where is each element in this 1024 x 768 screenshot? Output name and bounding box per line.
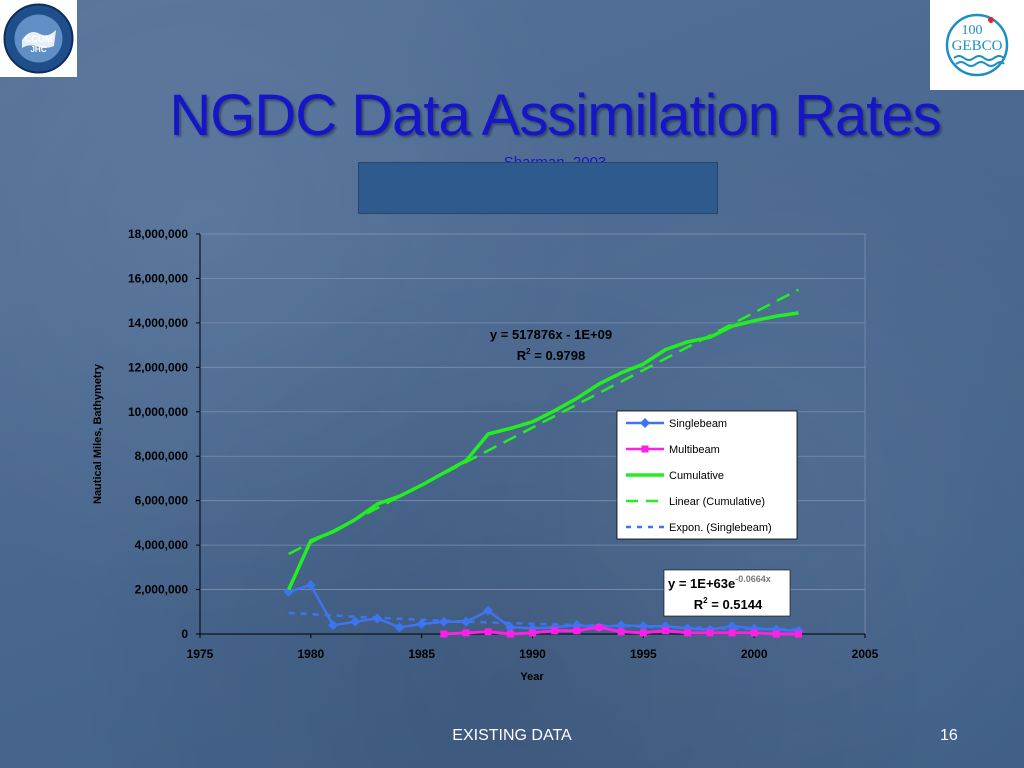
series bbox=[283, 288, 804, 638]
legend-label-singlebeam: Singlebeam bbox=[669, 418, 727, 430]
data-point-multibeam bbox=[795, 630, 802, 638]
data-point-multibeam bbox=[728, 629, 736, 637]
ccom-jhc-logo: CCOM JHC bbox=[0, 0, 77, 77]
annotation-linear-equation: y = 517876x - 1E+09 bbox=[490, 327, 612, 342]
annotation-exponential-equation: y = 1E+63e-0.0664x bbox=[668, 574, 771, 591]
legend-marker-singlebeam bbox=[640, 418, 650, 428]
data-point-multibeam bbox=[750, 629, 758, 637]
decorative-box bbox=[358, 162, 718, 214]
data-point-multibeam bbox=[484, 628, 492, 636]
series-line-linear-cumulative bbox=[288, 288, 800, 556]
annotation-linear-r2-prefix: R bbox=[517, 348, 527, 363]
data-point-singlebeam bbox=[483, 605, 494, 616]
data-point-multibeam bbox=[617, 628, 625, 636]
page-title: NGDC Data Assimilation Rates bbox=[169, 83, 941, 148]
data-point-multibeam bbox=[506, 630, 514, 638]
legend-marker-multibeam bbox=[641, 445, 649, 453]
y-tick-label: 18,000,000 bbox=[128, 227, 188, 241]
x-tick-label: 2005 bbox=[852, 647, 879, 661]
x-ticks: 1975 1980 1985 1990 1995 2000 2005 bbox=[187, 634, 879, 661]
data-point-multibeam bbox=[662, 627, 669, 635]
y-tick-label: 12,000,000 bbox=[128, 360, 188, 374]
gebco-number: 100 bbox=[962, 23, 983, 38]
x-tick-label: 1975 bbox=[187, 647, 214, 661]
legend: Singlebeam Multibeam Cumulative Linear (Cum… bbox=[616, 410, 798, 540]
x-tick-label: 1985 bbox=[408, 647, 435, 661]
gebco-logo: 100 GEBCO bbox=[930, 0, 1024, 90]
annotation-exponential-r2-prefix: R bbox=[694, 597, 704, 612]
data-point-singlebeam bbox=[505, 622, 516, 633]
data-point-multibeam bbox=[529, 629, 536, 637]
data-point-singlebeam bbox=[372, 613, 383, 624]
annotation-exponential-r2-value: = 0.5144 bbox=[708, 597, 763, 612]
data-point-multibeam bbox=[772, 630, 780, 638]
data-point-singlebeam bbox=[416, 619, 427, 629]
data-point-multibeam bbox=[706, 629, 714, 637]
gebco-seal-icon: 100 GEBCO bbox=[945, 13, 1009, 77]
data-point-singlebeam bbox=[638, 621, 649, 632]
x-axis-label: Year bbox=[520, 671, 544, 683]
y-tick-label: 8,000,000 bbox=[135, 449, 189, 463]
data-point-singlebeam bbox=[394, 622, 405, 633]
page-number: 16 bbox=[940, 727, 958, 744]
logo-left-line-1: CCOM bbox=[25, 34, 53, 44]
data-point-multibeam bbox=[551, 627, 559, 635]
x-tick-label: 1990 bbox=[519, 647, 546, 661]
annotation-exponential: y = 1E+63e-0.0664x R2 = 0.5144 bbox=[663, 569, 791, 617]
annotation-linear-r2-sup: 2 bbox=[526, 347, 531, 356]
y-tick-label: 16,000,000 bbox=[128, 271, 188, 285]
y-tick-label: 10,000,000 bbox=[128, 405, 188, 419]
data-point-singlebeam bbox=[438, 616, 449, 627]
x-tick-label: 1995 bbox=[630, 647, 657, 661]
data-point-singlebeam bbox=[328, 620, 338, 631]
data-point-multibeam bbox=[639, 629, 647, 637]
annotation-exponential-r2-sup: 2 bbox=[703, 596, 708, 605]
gebco-text: GEBCO bbox=[952, 38, 1003, 54]
logo-left-line-2: JHC bbox=[30, 45, 46, 54]
data-point-singlebeam bbox=[461, 616, 471, 627]
annotation-exponential-sup: -0.0664x bbox=[735, 574, 771, 584]
data-point-singlebeam bbox=[283, 586, 294, 597]
annotation-linear-r2: R2 = 0.9798 bbox=[517, 347, 585, 363]
annotation-exponential-main: y = 1E+63e bbox=[668, 576, 735, 591]
x-tick-label: 2000 bbox=[741, 647, 768, 661]
x-tick-label: 1980 bbox=[297, 647, 324, 661]
ccom-jhc-seal-icon: CCOM JHC bbox=[3, 3, 74, 74]
data-point-multibeam bbox=[440, 630, 448, 638]
y-ticks: 0 2,000,000 4,000,000 6,000,000 8,000,000 10,… bbox=[128, 227, 200, 641]
data-point-singlebeam bbox=[616, 620, 627, 631]
data-point-singlebeam bbox=[350, 616, 361, 627]
legend-label-expon-singlebeam: Expon. (Singlebeam) bbox=[669, 522, 772, 534]
legend-entries: Singlebeam Multibeam Cumulative Linear (Cum… bbox=[626, 418, 772, 534]
y-tick-label: 6,000,000 bbox=[135, 494, 189, 508]
data-point-multibeam bbox=[573, 627, 581, 635]
y-tick-label: 2,000,000 bbox=[135, 583, 189, 597]
legend-label-linear-cumulative: Linear (Cumulative) bbox=[669, 496, 765, 508]
data-point-multibeam bbox=[684, 629, 692, 637]
annotation-linear-r2-value: = 0.9798 bbox=[531, 348, 586, 363]
y-tick-label: 0 bbox=[181, 627, 188, 641]
y-axis-label: Nautical Miles, Bathymetry bbox=[92, 363, 104, 504]
legend-label-multibeam: Multibeam bbox=[669, 444, 720, 456]
series-line-cumulative bbox=[287, 311, 799, 591]
annotation-exponential-r2: R2 = 0.5144 bbox=[694, 596, 763, 612]
data-point-multibeam bbox=[595, 623, 603, 631]
data-point-singlebeam bbox=[305, 580, 316, 591]
y-tick-label: 4,000,000 bbox=[135, 538, 189, 552]
legend-label-cumulative: Cumulative bbox=[669, 470, 724, 482]
footer-text: EXISTING DATA bbox=[452, 727, 572, 744]
data-point-singlebeam bbox=[727, 621, 737, 632]
data-point-multibeam bbox=[462, 629, 470, 637]
y-tick-label: 14,000,000 bbox=[128, 316, 188, 330]
